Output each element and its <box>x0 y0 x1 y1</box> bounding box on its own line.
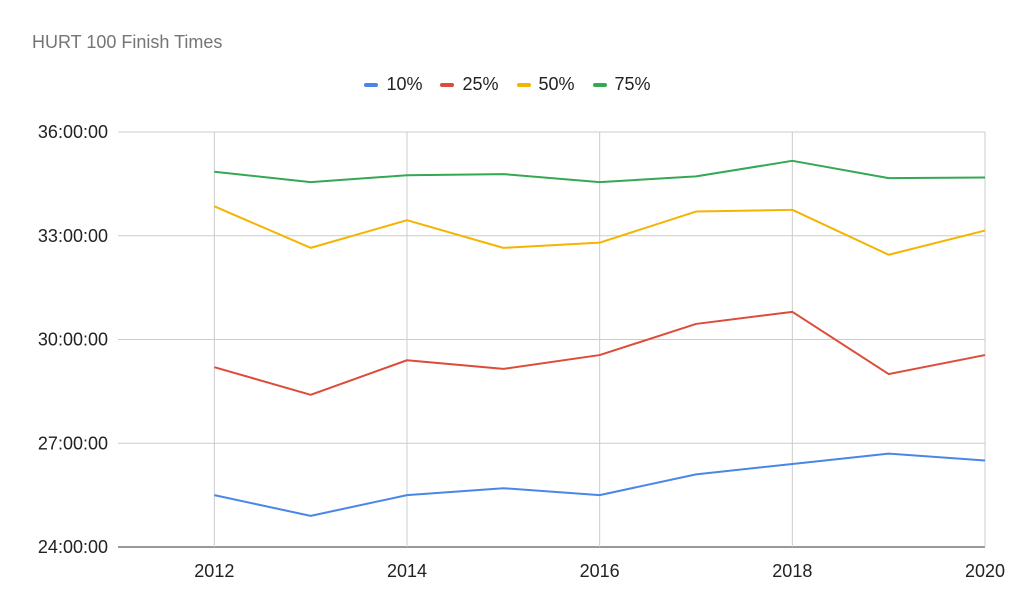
y-tick-label: 36:00:00 <box>38 122 108 142</box>
legend-swatch <box>592 82 607 87</box>
legend-swatch <box>440 82 455 87</box>
series-line-10pct <box>214 452 986 517</box>
y-tick-label: 33:00:00 <box>38 226 108 246</box>
legend-label: 25% <box>462 74 499 94</box>
legend-swatch <box>516 82 531 87</box>
y-tick-label: 24:00:00 <box>38 537 108 557</box>
chart-title: HURT 100 Finish Times <box>32 32 223 52</box>
x-tick-label: 2012 <box>194 561 234 581</box>
legend-item: 25% <box>440 74 499 95</box>
legend-item: 50% <box>516 74 575 95</box>
legend-label: 50% <box>538 74 575 94</box>
legend-swatch <box>364 82 379 87</box>
series-line-25pct <box>214 310 986 396</box>
y-tick-label: 30:00:00 <box>38 330 108 350</box>
series-line-75pct <box>214 159 986 184</box>
y-tick-label: 27:00:00 <box>38 433 108 453</box>
x-tick-label: 2018 <box>772 561 812 581</box>
legend-item: 10% <box>364 74 422 95</box>
legend-label: 75% <box>614 74 651 94</box>
chart-legend: 10% 25% 50% 75% <box>0 74 1015 95</box>
x-tick-label: 2014 <box>387 561 427 581</box>
x-tick-label: 2016 <box>580 561 620 581</box>
legend-label: 10% <box>386 74 423 94</box>
x-tick-label: 2020 <box>965 561 1005 581</box>
legend-item: 75% <box>592 74 651 95</box>
series-line-50pct <box>213 205 986 256</box>
